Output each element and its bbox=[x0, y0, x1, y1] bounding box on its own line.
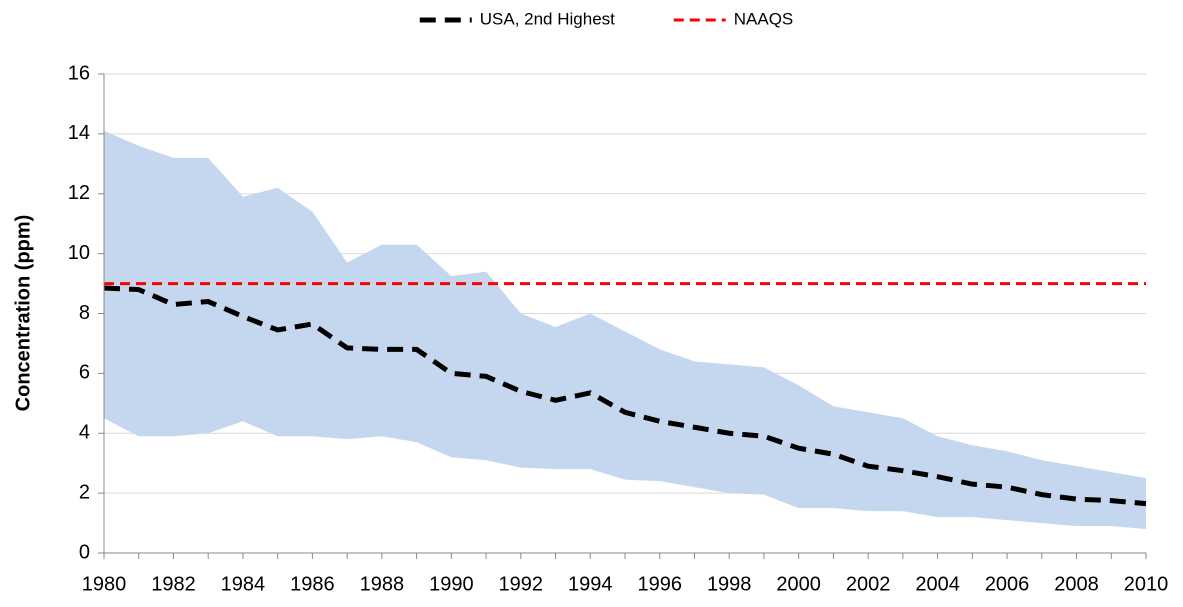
x-tick-label: 1994 bbox=[568, 573, 613, 595]
x-tick-label: 2004 bbox=[915, 573, 960, 595]
x-tick-label: 2008 bbox=[1054, 573, 1099, 595]
x-tick-label: 1980 bbox=[82, 573, 127, 595]
range-area bbox=[104, 130, 1146, 530]
legend-label: NAAQS bbox=[734, 9, 794, 28]
y-tick-label: 0 bbox=[79, 541, 90, 563]
y-tick-label: 14 bbox=[68, 122, 90, 144]
y-tick-label: 6 bbox=[79, 362, 90, 384]
x-tick-label: 1998 bbox=[707, 573, 752, 595]
y-tick-label: 16 bbox=[68, 62, 90, 84]
x-tick-label: 1990 bbox=[429, 573, 474, 595]
x-tick-label: 2002 bbox=[846, 573, 891, 595]
x-tick-label: 2006 bbox=[985, 573, 1030, 595]
x-tick-label: 1992 bbox=[499, 573, 544, 595]
x-tick-label: 1996 bbox=[637, 573, 682, 595]
x-tick-label: 1984 bbox=[221, 573, 266, 595]
x-tick-label: 2010 bbox=[1124, 573, 1169, 595]
y-tick-label: 10 bbox=[68, 242, 90, 264]
y-tick-label: 8 bbox=[79, 302, 90, 324]
y-tick-label: 4 bbox=[79, 422, 90, 444]
series-line bbox=[103, 285, 1147, 507]
y-tick-label: 2 bbox=[79, 481, 90, 503]
y-axis-title: Concentration (ppm) bbox=[12, 215, 34, 412]
x-tick-label: 2000 bbox=[776, 573, 821, 595]
x-tick-label: 1986 bbox=[290, 573, 335, 595]
x-tick-label: 1982 bbox=[151, 573, 196, 595]
y-tick-label: 12 bbox=[68, 182, 90, 204]
legend-label: USA, 2nd Highest bbox=[480, 9, 615, 28]
x-tick-label: 1988 bbox=[360, 573, 405, 595]
